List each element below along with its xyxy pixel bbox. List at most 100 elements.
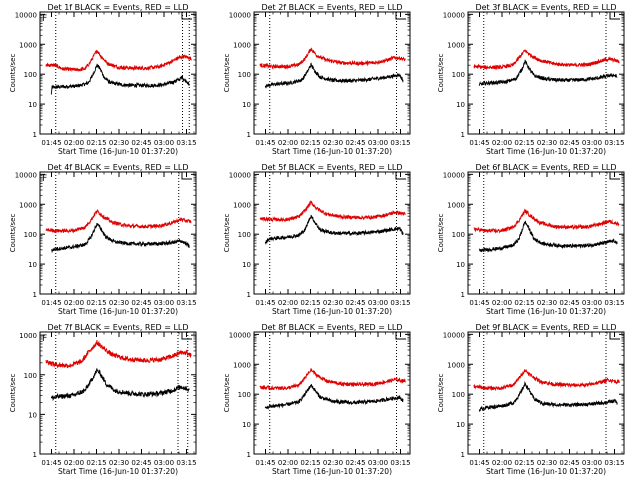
x-tick-label: 02:45 [559,139,579,147]
y-axis-label: Counts/sec [9,214,17,253]
chart-title: Det 5f BLACK = Events, RED = LLD [261,163,402,172]
x-axis-label: Start Time (16-Jun-10 01:37:20) [272,467,392,476]
corner-marker [609,332,620,340]
plot-frame [39,171,197,295]
y-tick-label: 10000 [229,171,251,179]
y-tick-label: 1000 [19,332,37,340]
y-tick-label: 100 [452,391,465,399]
x-tick-label: 02:45 [345,459,365,467]
series-line-events [50,367,190,402]
y-tick-label: 10000 [229,331,251,339]
x-tick-label: 02:15 [514,139,534,147]
y-tick-label: 1000 [19,41,37,49]
chart-panel-6: Det 6f BLACK = Events, RED = LLD 1 10 100 10… [437,163,625,316]
x-tick-label: 03:00 [154,459,174,467]
y-tick-label: 10000 [229,11,251,19]
chart-panel-9: Det 9f BLACK = Events, RED = LLD 1 10 100 10… [437,323,625,476]
chart-title: Det 8f BLACK = Events, RED = LLD [261,323,402,332]
x-tick-label: 03:15 [604,459,624,467]
x-tick-label: 02:30 [323,299,343,307]
plot-frame [253,171,411,295]
x-axis-label: Start Time (16-Jun-10 01:37:20) [58,147,178,156]
x-tick-label: 02:30 [109,139,129,147]
y-axis-label: Counts/sec [437,374,445,413]
x-tick-label: 01:45 [255,459,275,467]
y-tick-label: 10 [456,101,465,109]
y-tick-label: 100 [24,372,37,380]
x-tick-label: 02:15 [86,459,106,467]
y-axis-label: Counts/sec [9,374,17,413]
y-tick-label: 1000 [447,361,465,369]
chart-title: Det 1f BLACK = Events, RED = LLD [47,3,188,12]
y-axis-label: Counts/sec [223,374,231,413]
y-tick-label: 1 [33,451,37,459]
x-tick-label: 03:00 [582,299,602,307]
y-tick-label: 10 [242,101,251,109]
corner-marker [609,172,620,180]
x-tick-label: 02:15 [514,299,534,307]
x-tick-label: 02:30 [323,459,343,467]
y-axis-label: Counts/sec [223,54,231,93]
x-axis-label: Start Time (16-Jun-10 01:37:20) [486,307,606,316]
series-line-events [264,384,404,410]
plot-frame [253,331,411,455]
x-tick-label: 02:45 [559,299,579,307]
y-tick-label: 100 [452,71,465,79]
x-tick-label: 02:15 [514,459,534,467]
series-line-lld [473,208,620,234]
x-tick-label: 02:45 [131,139,151,147]
y-tick-label: 10 [28,411,37,419]
x-tick-label: 02:30 [537,459,557,467]
x-tick-label: 02:00 [278,299,298,307]
y-tick-label: 10000 [15,171,37,179]
y-tick-label: 10 [28,101,37,109]
y-tick-label: 10 [28,261,37,269]
y-tick-label: 1000 [233,201,251,209]
x-tick-label: 02:15 [300,459,320,467]
x-tick-label: 02:45 [131,459,151,467]
x-tick-label: 02:45 [345,299,365,307]
y-axis-label: Counts/sec [437,54,445,93]
y-tick-label: 1 [33,131,37,139]
x-tick-label: 02:45 [345,139,365,147]
chart-title: Det 3f BLACK = Events, RED = LLD [475,3,616,12]
series-line-events [50,63,190,95]
y-tick-label: 10000 [443,331,465,339]
x-tick-label: 02:15 [300,299,320,307]
x-tick-label: 03:00 [582,139,602,147]
y-tick-label: 100 [452,231,465,239]
x-tick-label: 02:15 [86,139,106,147]
x-axis-label: Start Time (16-Jun-10 01:37:20) [58,307,178,316]
x-tick-label: 03:15 [390,139,410,147]
y-tick-label: 1000 [447,201,465,209]
x-tick-label: 03:15 [604,299,624,307]
y-tick-label: 1000 [233,361,251,369]
y-axis-label: Counts/sec [223,214,231,253]
plot-frame [253,11,411,135]
chart-title: Det 9f BLACK = Events, RED = LLD [475,323,616,332]
y-tick-label: 10000 [443,11,465,19]
x-axis-label: Start Time (16-Jun-10 01:37:20) [272,307,392,316]
chart-title: Det 6f BLACK = Events, RED = LLD [475,163,616,172]
flag-label: F [42,334,47,344]
y-tick-label: 10 [456,261,465,269]
x-tick-label: 02:30 [537,139,557,147]
corner-marker [609,12,620,20]
flag-label: F [42,174,47,184]
series-line-lld [45,209,192,234]
x-tick-label: 02:00 [492,139,512,147]
x-tick-label: 03:00 [154,299,174,307]
x-axis-label: Start Time (16-Jun-10 01:37:20) [486,467,606,476]
y-tick-label: 1 [247,451,251,459]
y-tick-label: 1 [247,291,251,299]
series-line-lld [45,49,192,72]
y-tick-label: 10 [456,421,465,429]
y-tick-label: 100 [24,231,37,239]
y-tick-label: 10 [242,421,251,429]
y-tick-label: 100 [238,231,251,239]
x-tick-label: 03:00 [154,139,174,147]
y-tick-label: 10000 [443,171,465,179]
y-tick-label: 10 [242,261,251,269]
